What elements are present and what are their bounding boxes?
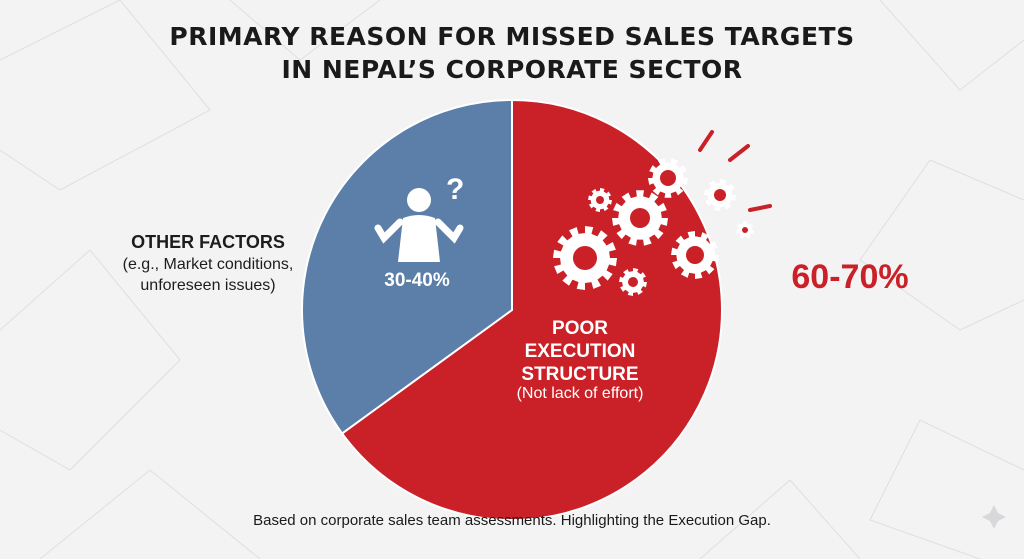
other-factors-sublabel-1: (e.g., Market conditions,	[122, 256, 294, 273]
poor-execution-value-label: 60-70%	[791, 258, 909, 296]
other-factors-sublabel-2: unforeseen issues)	[140, 277, 276, 294]
pie-slice-other-factors	[301, 98, 513, 435]
poor-execution-sublabel: (Not lack of effort)	[516, 385, 644, 402]
confused-person-icon	[374, 188, 464, 262]
footnote: Based on corporate sales team assessment…	[253, 512, 771, 529]
poor-execution-label-2: EXECUTION	[524, 341, 636, 362]
chart-title-line-1: PRIMARY REASON FOR MISSED SALES TARGETS	[169, 22, 855, 51]
question-mark-icon: ?	[446, 173, 464, 206]
gears-icon	[553, 130, 772, 320]
poor-execution-label-3: STRUCTURE	[521, 364, 639, 385]
sparkle-icon	[982, 505, 1006, 529]
chart-title-line-2: IN NEPAL’S CORPORATE SECTOR	[281, 55, 743, 84]
poor-execution-label-1: POOR	[552, 318, 608, 339]
other-factors-value-label: 30-40%	[384, 270, 450, 291]
other-factors-label: OTHER FACTORS	[131, 232, 285, 252]
